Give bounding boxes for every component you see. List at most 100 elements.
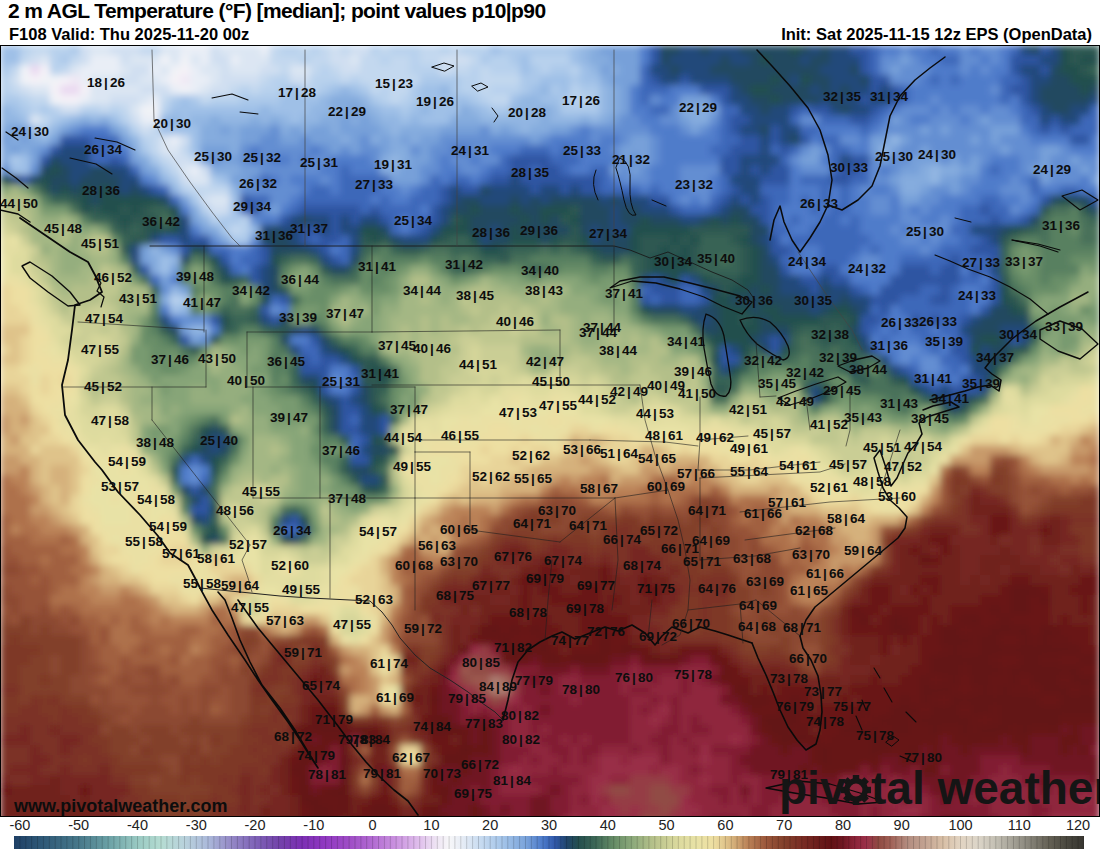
svg-text:28|36: 28|36 [82, 183, 120, 198]
svg-text:77|79: 77|79 [515, 673, 553, 688]
svg-text:23|32: 23|32 [675, 177, 713, 192]
svg-text:71|75: 71|75 [637, 581, 675, 596]
svg-text:24|29: 24|29 [1033, 162, 1071, 177]
svg-text:45|52: 45|52 [84, 379, 122, 394]
svg-text:70|73: 70|73 [423, 766, 461, 781]
svg-text:35|39: 35|39 [962, 376, 1000, 391]
svg-text:61|66: 61|66 [744, 506, 782, 521]
svg-text:34|42: 34|42 [232, 283, 270, 298]
svg-text:47|55: 47|55 [231, 600, 269, 615]
svg-text:38|45: 38|45 [911, 411, 949, 426]
svg-text:74|84: 74|84 [413, 719, 451, 734]
svg-text:34|40: 34|40 [521, 263, 559, 278]
svg-text:61|74: 61|74 [370, 656, 408, 671]
svg-text:29|45: 29|45 [823, 383, 861, 398]
svg-text:78|80: 78|80 [562, 682, 600, 697]
svg-text:66|72: 66|72 [461, 757, 499, 772]
svg-text:71|79: 71|79 [315, 712, 353, 727]
svg-text:35|43: 35|43 [844, 410, 882, 425]
svg-text:75|78: 75|78 [674, 667, 712, 682]
svg-text:76|79: 76|79 [776, 699, 814, 714]
svg-text:59|64: 59|64 [844, 543, 882, 558]
svg-text:49|55: 49|55 [393, 459, 431, 474]
svg-text:78|81: 78|81 [308, 767, 346, 782]
svg-text:31|36: 31|36 [255, 228, 293, 243]
svg-text:43|51: 43|51 [119, 291, 157, 306]
svg-text:39|47: 39|47 [270, 410, 308, 425]
svg-text:39|48: 39|48 [176, 269, 214, 284]
svg-text:80|82: 80|82 [501, 708, 539, 723]
svg-text:64|69: 64|69 [739, 598, 777, 613]
svg-text:55|58: 55|58 [183, 576, 221, 591]
svg-text:59|71: 59|71 [284, 645, 322, 660]
svg-text:79|81: 79|81 [363, 766, 401, 781]
svg-text:31|41: 31|41 [361, 366, 399, 381]
svg-text:58|67: 58|67 [580, 481, 618, 496]
svg-text:25|30: 25|30 [875, 149, 913, 164]
svg-text:69|78: 69|78 [566, 601, 604, 616]
svg-text:57|61: 57|61 [162, 546, 200, 561]
svg-text:74|77: 74|77 [551, 633, 589, 648]
svg-text:74|79: 74|79 [297, 748, 335, 763]
svg-text:56|63: 56|63 [418, 538, 456, 553]
svg-text:37|48: 37|48 [328, 491, 366, 506]
svg-text:61|66: 61|66 [806, 566, 844, 581]
svg-text:45|51: 45|51 [81, 236, 119, 251]
svg-text:45|50: 45|50 [532, 374, 570, 389]
svg-text:24|30: 24|30 [918, 147, 956, 162]
svg-text:19|31: 19|31 [374, 157, 412, 172]
svg-text:69|77: 69|77 [577, 578, 615, 593]
svg-text:60|65: 60|65 [440, 522, 478, 537]
svg-text:42|51: 42|51 [729, 402, 767, 417]
svg-text:43|50: 43|50 [198, 351, 236, 366]
svg-text:41|50: 41|50 [678, 386, 716, 401]
svg-text:68|74: 68|74 [623, 558, 661, 573]
svg-text:64|71: 64|71 [688, 503, 726, 518]
svg-text:www.pivotalweather.com: www.pivotalweather.com [13, 796, 227, 816]
svg-text:47|55: 47|55 [81, 342, 119, 357]
svg-text:58|61: 58|61 [197, 551, 235, 566]
svg-text:31|36: 31|36 [870, 338, 908, 353]
svg-text:25|30: 25|30 [906, 224, 944, 239]
svg-text:66|70: 66|70 [672, 616, 710, 631]
svg-text:25|32: 25|32 [243, 150, 281, 165]
svg-text:73|77: 73|77 [804, 684, 842, 699]
svg-text:26|33: 26|33 [881, 315, 919, 330]
svg-text:piv: piv [779, 762, 846, 814]
svg-text:63|70: 63|70 [440, 554, 478, 569]
svg-text:64|76: 64|76 [698, 581, 736, 596]
svg-text:tal weather: tal weather [871, 762, 1100, 814]
svg-text:37|45: 37|45 [378, 338, 416, 353]
svg-text:30|34: 30|34 [999, 327, 1037, 342]
svg-text:26|32: 26|32 [239, 176, 277, 191]
svg-text:15|23: 15|23 [375, 76, 413, 91]
svg-text:79|85: 79|85 [448, 691, 486, 706]
svg-text:66|70: 66|70 [789, 651, 827, 666]
svg-text:52|62: 52|62 [472, 469, 510, 484]
svg-text:27|33: 27|33 [962, 255, 1000, 270]
svg-text:60|68: 60|68 [395, 558, 433, 573]
svg-text:54|59: 54|59 [108, 454, 146, 469]
svg-text:57|63: 57|63 [266, 613, 304, 628]
svg-text:80|82: 80|82 [502, 732, 540, 747]
svg-text:63|69: 63|69 [746, 574, 784, 589]
svg-text:40|46: 40|46 [496, 314, 534, 329]
svg-text:37|41: 37|41 [605, 286, 643, 301]
svg-text:45|48: 45|48 [44, 221, 82, 236]
svg-text:54|61: 54|61 [779, 458, 817, 473]
svg-text:19|26: 19|26 [416, 94, 454, 109]
svg-text:25|34: 25|34 [394, 213, 432, 228]
svg-text:17|26: 17|26 [562, 93, 600, 108]
svg-text:64|71: 64|71 [513, 516, 551, 531]
svg-text:28|35: 28|35 [511, 165, 549, 180]
svg-text:75|77: 75|77 [833, 699, 871, 714]
svg-text:47|55: 47|55 [333, 617, 371, 632]
svg-text:26|34: 26|34 [84, 142, 122, 157]
svg-text:49|62: 49|62 [696, 430, 734, 445]
svg-text:31|37: 31|37 [290, 221, 328, 236]
svg-text:67|74: 67|74 [544, 553, 582, 568]
svg-text:68|72: 68|72 [274, 729, 312, 744]
svg-text:27|34: 27|34 [589, 226, 627, 241]
svg-text:72|76: 72|76 [587, 624, 625, 639]
svg-text:45|57: 45|57 [829, 457, 867, 472]
